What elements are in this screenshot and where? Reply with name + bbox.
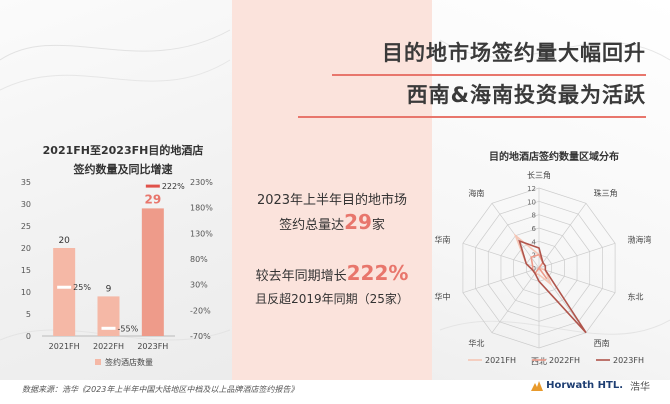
radar-spoke — [538, 242, 616, 269]
highlight-line-4: 且反超2019年同期（25家） — [255, 292, 409, 306]
y-right-tick-label: 30% — [190, 281, 208, 290]
radar-tick-label: 4 — [532, 238, 537, 246]
title-underline-1 — [332, 74, 646, 76]
highlight-line-3: 较去年同期增长222% — [236, 261, 428, 285]
horwath-logo: Horwath HTL. 浩华 — [531, 378, 650, 393]
y-right-tick-label: -70% — [190, 332, 211, 341]
radar-tick-label: 6 — [532, 225, 537, 233]
page-title: 目的地市场签约量大幅回升 西南&海南投资最为活跃 — [382, 38, 646, 110]
radar-axis-label: 渤海湾 — [627, 234, 651, 244]
x-tick-label: 2021FH — [49, 342, 80, 351]
radar-tick-label: 0 — [532, 265, 536, 273]
bar — [53, 248, 76, 336]
y-left-tick-label: 20 — [21, 244, 31, 253]
bar-value-label: 29 — [144, 192, 161, 206]
title-underline-2 — [298, 116, 646, 118]
radar-axis-label: 华南 — [435, 234, 451, 244]
radar-tick-label: 12 — [527, 185, 536, 193]
x-tick-label: 2023FH — [137, 342, 168, 351]
bar-chart-title-line-1: 2021FH至2023FH目的地酒店 — [42, 144, 204, 157]
highlight-line-2-prefix: 签约总量达 — [279, 218, 345, 233]
y-right-tick-label: 180% — [190, 204, 213, 213]
logo-mark-icon — [531, 380, 544, 391]
growth-rate-label: 25% — [73, 283, 91, 292]
title-line-1: 目的地市场签约量大幅回升 — [382, 41, 646, 65]
radar-axis-label: 东北 — [627, 292, 643, 302]
legend-label: 签约酒店数量 — [105, 357, 153, 367]
radar-legend-label: 2023FH — [613, 356, 644, 365]
logo-cn: 浩华 — [630, 382, 650, 393]
highlight-line-3-prefix: 较去年同期增长 — [255, 269, 347, 284]
bar — [141, 208, 164, 336]
y-right-tick-label: 130% — [190, 229, 213, 238]
radar-series-line — [530, 253, 548, 280]
right-panel-bg — [432, 0, 670, 380]
radar-legend-label: 2021FH — [485, 356, 516, 365]
bar-chart-title: 2021FH至2023FH目的地酒店 签约数量及同比增速 — [18, 141, 228, 179]
radar-tick-label: 10 — [527, 198, 536, 206]
radar-axis-label: 长三角 — [527, 170, 551, 180]
middle-panel-bg — [232, 0, 432, 380]
y-right-tick-label: 230% — [190, 178, 213, 187]
y-left-tick-label: 0 — [26, 332, 31, 341]
highlight-line-2-suffix: 家 — [371, 218, 385, 233]
radar-series-line — [518, 239, 587, 334]
y-left-tick-label: 15 — [21, 266, 31, 275]
y-left-tick-label: 25 — [21, 222, 31, 231]
radar-spoke — [491, 267, 540, 333]
radar-tick-label: 8 — [532, 212, 536, 220]
radar-axis-label: 海南 — [468, 188, 484, 198]
radar-axis-label: 西北 — [531, 357, 547, 366]
radar-axis-label: 华北 — [468, 338, 484, 348]
growth-rate-label: 222% — [162, 182, 185, 191]
highlight-total-value: 29 — [344, 210, 372, 234]
title-line-2: 西南&海南投资最为活跃 — [406, 83, 646, 107]
radar-spoke — [538, 267, 616, 294]
highlight-line-1: 2023年上半年目的地市场 — [256, 193, 408, 208]
radar-legend-label: 2022FH — [549, 356, 580, 365]
logo-en: Horwath HTL. — [546, 380, 623, 391]
legend-swatch — [95, 359, 101, 365]
bar-chart-title-line-2: 签约数量及同比增速 — [73, 163, 173, 176]
radar-axis-label: 西南 — [594, 338, 610, 348]
data-source-note: 数据来源：浩华《2023年上半年中国大陆地区中档及以上品牌酒店签约报告》 — [22, 385, 299, 394]
radar-axis-label: 华中 — [435, 292, 451, 302]
y-left-tick-label: 30 — [21, 200, 31, 209]
bar-chart: 0 5 10 15 20 25 30 35 -70% -20% 30% 80% 130% 180% 230%… — [21, 178, 213, 367]
growth-rate-label: -55% — [118, 324, 139, 333]
radar-axis-label: 珠三角 — [594, 188, 618, 198]
y-right-tick-label: -20% — [190, 306, 211, 315]
highlight-line-2: 签约总量达29家 — [236, 210, 428, 234]
x-tick-label: 2022FH — [93, 342, 124, 351]
y-left-tick-label: 10 — [21, 288, 31, 297]
bar-value-label: 9 — [106, 284, 112, 294]
y-right-tick-label: 80% — [190, 255, 208, 264]
bar — [97, 296, 120, 336]
radar-spoke — [462, 267, 540, 294]
growth-rate-marker — [101, 326, 116, 330]
y-left-tick-label: 5 — [26, 310, 31, 319]
growth-rate-marker — [57, 285, 72, 289]
y-left-tick-label: 35 — [21, 178, 31, 187]
radar-spoke — [538, 203, 587, 269]
radar-chart-title: 目的地酒店签约数量区域分布 — [489, 152, 619, 163]
highlight-growth-value: 222% — [346, 261, 409, 285]
bar-value-label: 20 — [58, 236, 70, 246]
growth-rate-marker — [145, 184, 160, 188]
